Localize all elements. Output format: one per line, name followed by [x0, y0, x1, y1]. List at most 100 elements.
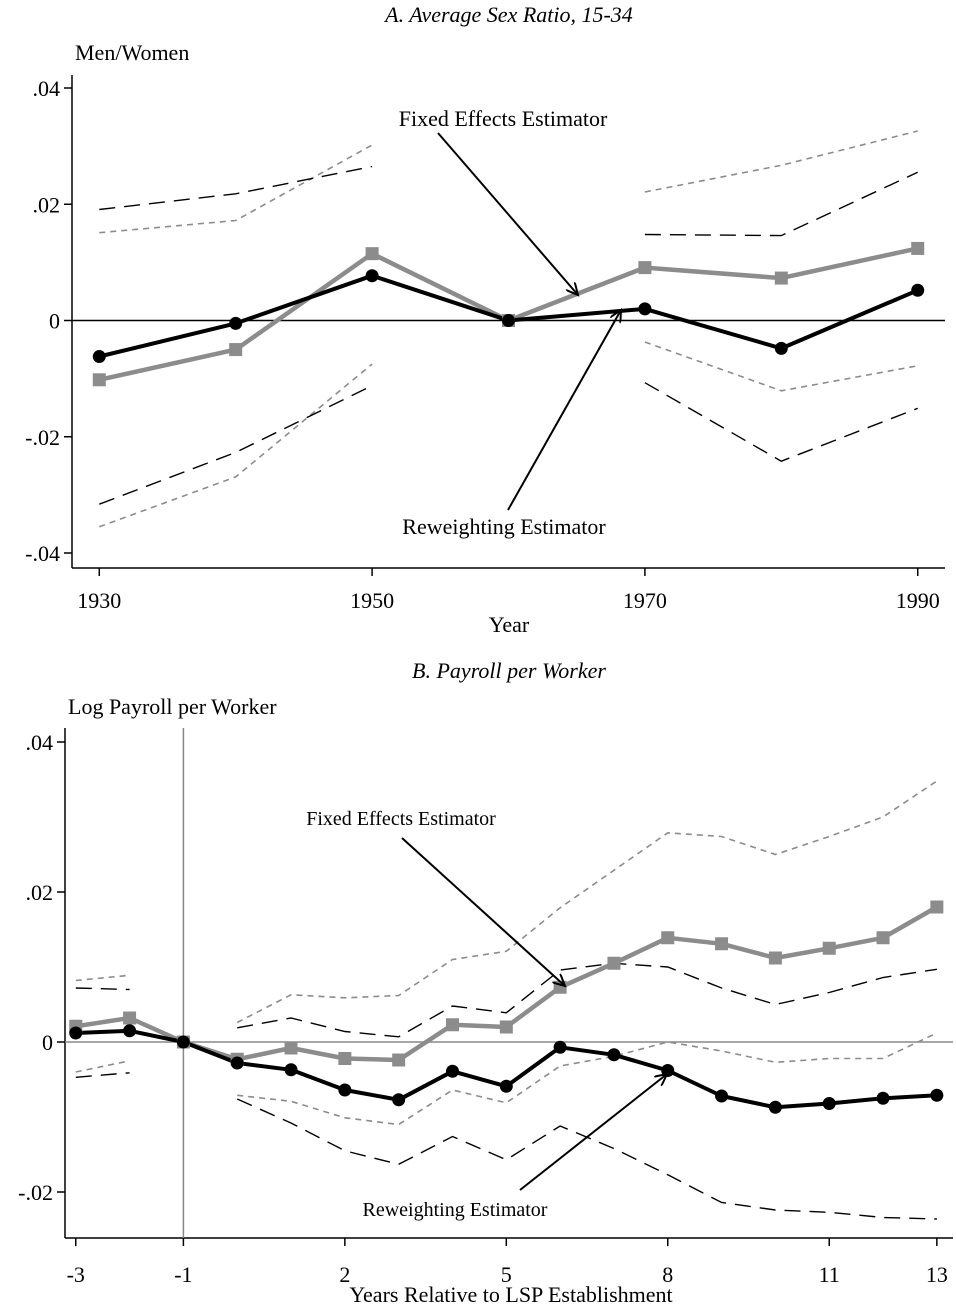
panel-a-fixed-effects-point: [911, 241, 925, 255]
panel-b-reweighting-point: [123, 1024, 137, 1038]
panel-b: B. Payroll per Worker Log Payroll per Wo…: [18, 658, 953, 1307]
panel-b-y-tick-label: -.02: [18, 1180, 53, 1205]
panel-a-x-tick-label: 1970: [623, 588, 667, 613]
panel-a: A. Average Sex Ratio, 15-34 Men/Women Ye…: [25, 2, 945, 637]
panel-b-reweighting-point: [607, 1048, 621, 1062]
panel-b-fixed-effects-point: [284, 1041, 298, 1055]
panel-b-reweighting-point: [553, 1040, 567, 1054]
panel-a-fixed-effects-point: [229, 343, 243, 357]
panel-b-fixed-effects-ci-lower-line: [237, 1032, 938, 1126]
panel-a-x-tick-label: 1990: [896, 588, 940, 613]
panel-a-reweighting-arrow: [507, 310, 621, 511]
panel-b-reweighting-label: Reweighting Estimator: [363, 1199, 548, 1221]
panel-a-reweighting-point: [92, 350, 106, 364]
panel-a-y-tick-label: 0: [49, 309, 60, 334]
panel-a-markers: [92, 241, 925, 387]
panel-b-fixed-effects-point: [930, 900, 944, 914]
panel-a-fixed-effects-point: [774, 271, 788, 285]
panel-a-fixed-effects-arrow: [437, 132, 578, 295]
panel-a-y-tick-label: -.02: [25, 425, 60, 450]
panel-b-reweighting-point: [338, 1083, 352, 1097]
panel-b-markers: [69, 900, 944, 1114]
panel-b-reweighting-arrow: [519, 1074, 667, 1191]
panel-b-reweighting-point: [876, 1091, 890, 1105]
panel-a-fixed-effects-ci-lower-line: [644, 341, 918, 392]
panel-a-confidence-bands: [99, 130, 918, 528]
panel-a-y-axis-label: Men/Women: [75, 40, 189, 65]
panel-b-fixed-effects-point: [822, 941, 836, 955]
panel-b-reweighting-point: [715, 1089, 729, 1103]
panel-a-fixed-effects-label: Fixed Effects Estimator: [399, 106, 608, 131]
panel-b-annotations: Fixed Effects Estimator Reweighting Esti…: [306, 808, 667, 1221]
panel-a-y-tick-label: .02: [33, 192, 61, 217]
panel-b-y-tick-label: .02: [26, 880, 54, 905]
panel-b-axes: .04 .02 0 -.02 -3 -1 2 5 8 11 13: [18, 728, 953, 1287]
panel-b-reweighting-point: [176, 1035, 190, 1049]
panel-a-reweighting-point: [911, 283, 925, 297]
panel-b-fixed-effects-point: [876, 931, 890, 945]
panel-b-estimate-lines: [75, 905, 939, 1110]
panel-b-reweighting-point: [230, 1056, 244, 1070]
panel-b-reweighting-point: [930, 1088, 944, 1102]
panel-a-reweighting-ci-upper-line: [644, 171, 918, 237]
panel-b-confidence-bands: [75, 780, 938, 1220]
panel-b-fixed-effects-point: [338, 1052, 352, 1065]
panel-a-annotations: Fixed Effects Estimator Reweighting Esti…: [399, 106, 621, 539]
panel-b-y-tick-label: .04: [26, 730, 54, 755]
panel-b-x-tick-label: 13: [926, 1262, 948, 1287]
panel-b-x-tick-label: -3: [67, 1262, 85, 1287]
panel-a-reweighting-label: Reweighting Estimator: [402, 514, 606, 539]
panel-b-fixed-effects-ci-upper-line: [75, 974, 130, 982]
panel-b-x-tick-label: 8: [662, 1262, 673, 1287]
panel-b-fixed-effects-ci-lower-line: [75, 1060, 130, 1073]
panel-b-fixed-effects-ci-upper-line: [236, 780, 938, 1024]
panel-b-reweighting-point: [69, 1026, 83, 1040]
panel-a-fixed-effects-point: [638, 261, 652, 275]
panel-a-fixed-effects-ci-upper-line: [99, 144, 373, 234]
panel-b-reweighting-ci-upper-line: [237, 962, 938, 1038]
panel-b-fixed-effects-point: [123, 1011, 137, 1025]
panel-a-x-tick-label: 1930: [77, 588, 121, 613]
panel-b-x-tick-label: 11: [819, 1262, 840, 1287]
panel-b-reweighting-ci-lower-line: [75, 1072, 130, 1078]
panel-b-reweighting-point: [499, 1079, 513, 1093]
panel-b-x-axis-label: Years Relative to LSP Establishment: [349, 1282, 672, 1307]
panel-b-reweighting-point: [445, 1064, 459, 1078]
panel-a-y-tick-label: -.04: [25, 541, 60, 566]
panel-a-y-tick-label: .04: [33, 76, 61, 101]
panel-a-reweighting-ci-lower-line: [99, 384, 373, 505]
panel-a-reweighting-ci-upper-line: [99, 165, 373, 211]
panel-a-axes: .04 .02 0 -.02 -.04 1930 1950 1970 1990: [25, 75, 945, 613]
panel-a-reweighting-point: [229, 316, 243, 330]
panel-b-fixed-effects-point: [607, 956, 621, 970]
panel-b-fixed-effects-point: [768, 951, 782, 965]
panel-b-x-tick-label: 2: [339, 1262, 350, 1287]
panel-b-fixed-effects-line: [75, 905, 939, 1063]
panel-a-title: A. Average Sex Ratio, 15-34: [383, 2, 633, 27]
panel-b-reweighting-point: [661, 1064, 675, 1077]
panel-b-fixed-effects-point: [499, 1020, 513, 1034]
panel-a-x-tick-label: 1950: [350, 588, 394, 613]
panel-b-reweighting-ci-upper-line: [75, 987, 130, 991]
panel-b-reweighting-point: [284, 1063, 298, 1077]
panel-b-x-tick-label: 5: [501, 1262, 512, 1287]
panel-b-fixed-effects-point: [661, 931, 675, 945]
panel-b-reweighting-point: [822, 1097, 836, 1110]
panel-b-y-axis-label: Log Payroll per Worker: [68, 694, 277, 719]
panel-b-fixed-effects-point: [392, 1053, 406, 1067]
panel-b-fixed-effects-point: [715, 937, 729, 951]
panel-b-y-tick-label: 0: [42, 1030, 53, 1055]
panel-b-fixed-effects-arrow: [401, 837, 565, 986]
panel-b-reweighting-ci-lower-line: [236, 1098, 937, 1220]
panel-b-fixed-effects-label: Fixed Effects Estimator: [306, 808, 496, 830]
panel-b-fixed-effects-point: [445, 1018, 459, 1032]
panel-a-reweighting-point: [502, 314, 515, 327]
panel-b-x-tick-label: -1: [174, 1262, 192, 1287]
panel-a-fixed-effects-ci-lower-line: [99, 363, 373, 528]
panel-b-reweighting-point: [768, 1100, 782, 1114]
panel-a-x-axis-label: Year: [489, 612, 530, 637]
panel-a-reweighting-point: [365, 269, 379, 283]
panel-a-reweighting-ci-lower-line: [644, 382, 918, 462]
panel-a-reweighting-point: [774, 341, 788, 355]
